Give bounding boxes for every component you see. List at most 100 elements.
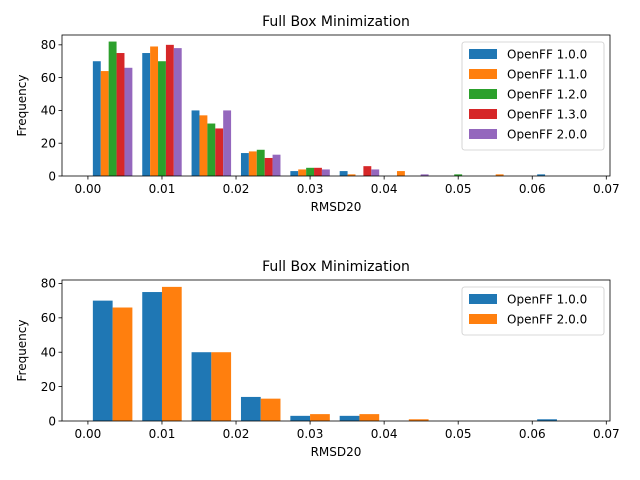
bar-openff-1-1-0-bin-3 xyxy=(248,151,257,176)
bar-openff-2-0-0-bin-6 xyxy=(408,419,429,421)
x-tick-label: 0.07 xyxy=(593,427,620,441)
bar-openff-1-0-0-bin-0 xyxy=(92,61,101,177)
x-tick-label: 0.05 xyxy=(445,427,472,441)
bar-openff-2-0-0-bin-0 xyxy=(124,67,133,176)
bar-openff-2-0-0-bin-0 xyxy=(112,307,133,421)
bar-openff-2-0-0-bin-2 xyxy=(211,352,232,421)
bar-openff-1-1-0-bin-4 xyxy=(298,169,307,176)
bar-openff-2-0-0-bin-6 xyxy=(420,174,429,176)
bar-openff-1-0-0-bin-1 xyxy=(142,53,151,176)
bar-openff-1-3-0-bin-4 xyxy=(314,167,322,176)
y-tick-label: 20 xyxy=(41,137,56,151)
x-tick-label: 0.06 xyxy=(519,182,546,196)
y-tick-label: 20 xyxy=(41,380,56,394)
x-tick-label: 0.02 xyxy=(223,427,250,441)
x-tick-label: 0.06 xyxy=(519,427,546,441)
bar-openff-1-0-0-bin-5 xyxy=(339,415,360,421)
bar-openff-2-0-0-bin-1 xyxy=(173,48,182,177)
y-tick-label: 0 xyxy=(48,414,56,428)
bar-openff-1-3-0-bin-5 xyxy=(363,166,372,176)
legend-label: OpenFF 1.0.0 xyxy=(507,48,587,62)
bar-openff-1-3-0-bin-3 xyxy=(264,157,273,176)
legend-swatch xyxy=(469,314,497,324)
y-axis-label: Frequency xyxy=(15,75,29,137)
legend-swatch xyxy=(469,109,497,119)
y-tick-label: 60 xyxy=(41,71,56,85)
chart-2: 0.00 0.01 0.02 0.03 0.04 0.05 0.06 0.07 0 20 40 60 8… xyxy=(15,259,620,459)
bar-openff-1-1-0-bin-0 xyxy=(100,71,109,176)
x-tick-label: 0.00 xyxy=(75,427,102,441)
bar-openff-1-3-0-bin-1 xyxy=(165,44,174,177)
legend-label: OpenFF 2.0.0 xyxy=(507,128,587,142)
x-tick-label: 0.01 xyxy=(149,182,176,196)
legend: OpenFF 1.0.0 OpenFF 1.1.0 OpenFF 1.2.0 Open… xyxy=(461,41,605,151)
bar-openff-1-0-0-bin-9 xyxy=(537,174,546,176)
x-tick-label: 0.05 xyxy=(445,182,472,196)
x-axis-label: RMSD20 xyxy=(311,200,362,214)
bar-openff-1-0-0-bin-3 xyxy=(240,396,261,421)
bar-openff-1-1-0-bin-6 xyxy=(396,171,405,176)
bar-openff-2-0-0-bin-5 xyxy=(371,169,380,176)
bar-openff-2-0-0-bin-4 xyxy=(321,169,330,176)
legend-label: OpenFF 1.1.0 xyxy=(507,68,587,82)
bar-openff-1-1-0-bin-1 xyxy=(150,46,159,177)
chart-1: 0.00 0.01 0.02 0.03 0.04 0.05 0.06 0.07 0 20 40 60 8… xyxy=(15,14,620,214)
bar-openff-1-0-0-bin-9 xyxy=(537,419,557,421)
y-tick-label: 40 xyxy=(41,104,56,118)
bar-openff-1-0-0-bin-4 xyxy=(290,415,311,421)
bar-openff-2-0-0-bin-1 xyxy=(161,286,182,421)
chart-title: Full Box Minimization xyxy=(262,14,410,30)
y-tick-label: 80 xyxy=(41,277,56,291)
bar-openff-1-2-0-bin-7 xyxy=(454,174,463,176)
x-tick-label: 0.03 xyxy=(297,182,324,196)
bar-openff-1-2-0-bin-2 xyxy=(207,123,216,176)
bar-openff-1-0-0-bin-5 xyxy=(339,171,348,176)
y-tick-label: 80 xyxy=(41,38,56,52)
y-tick-label: 60 xyxy=(41,311,56,325)
legend-frame xyxy=(461,41,605,151)
bar-openff-1-2-0-bin-3 xyxy=(256,149,265,176)
legend-swatch xyxy=(469,69,497,79)
legend-label: OpenFF 2.0.0 xyxy=(507,313,587,327)
legend-swatch xyxy=(469,89,497,99)
x-tick-label: 0.01 xyxy=(149,427,176,441)
bar-openff-1-2-0-bin-4 xyxy=(306,167,315,176)
legend-label: OpenFF 1.0.0 xyxy=(507,293,587,307)
x-tick-label: 0.03 xyxy=(297,427,324,441)
legend: OpenFF 1.0.0 OpenFF 2.0.0 xyxy=(461,286,605,336)
bar-openff-1-0-0-bin-0 xyxy=(92,300,113,421)
axes-frame xyxy=(61,279,611,422)
bar-openff-1-3-0-bin-2 xyxy=(215,128,224,176)
bar-openff-1-2-0-bin-0 xyxy=(108,41,117,177)
legend-label: OpenFF 1.2.0 xyxy=(507,88,587,102)
bar-openff-1-1-0-bin-8 xyxy=(495,174,504,176)
chart-title: Full Box Minimization xyxy=(262,259,410,275)
bar-openff-2-0-0-bin-4 xyxy=(310,414,330,421)
bar-openff-1-0-0-bin-2 xyxy=(191,110,200,176)
legend-frame xyxy=(461,286,605,336)
axes-frame xyxy=(61,34,611,177)
legend-swatch xyxy=(469,129,497,139)
legend-swatch xyxy=(469,49,497,59)
x-tick-label: 0.04 xyxy=(371,182,398,196)
x-tick-label: 0.00 xyxy=(75,182,102,196)
bar-openff-1-0-0-bin-1 xyxy=(142,292,162,421)
x-tick-label: 0.02 xyxy=(223,182,250,196)
bar-openff-2-0-0-bin-3 xyxy=(260,398,281,421)
y-tick-label: 0 xyxy=(48,169,56,183)
bar-openff-1-0-0-bin-4 xyxy=(290,171,299,176)
y-axis-label: Frequency xyxy=(15,320,29,382)
x-tick-label: 0.07 xyxy=(593,182,620,196)
bar-openff-1-0-0-bin-3 xyxy=(240,153,249,176)
legend-swatch xyxy=(469,294,497,304)
y-tick-label: 40 xyxy=(41,346,56,360)
bar-openff-1-1-0-bin-2 xyxy=(199,115,208,176)
bar-openff-1-0-0-bin-2 xyxy=(191,352,212,421)
legend-label: OpenFF 1.3.0 xyxy=(507,108,587,122)
bar-openff-2-0-0-bin-3 xyxy=(272,154,281,176)
bar-openff-1-1-0-bin-5 xyxy=(347,174,356,176)
bar-openff-2-0-0-bin-2 xyxy=(223,110,232,176)
x-tick-label: 0.04 xyxy=(371,427,398,441)
bar-openff-2-0-0-bin-5 xyxy=(359,414,380,421)
